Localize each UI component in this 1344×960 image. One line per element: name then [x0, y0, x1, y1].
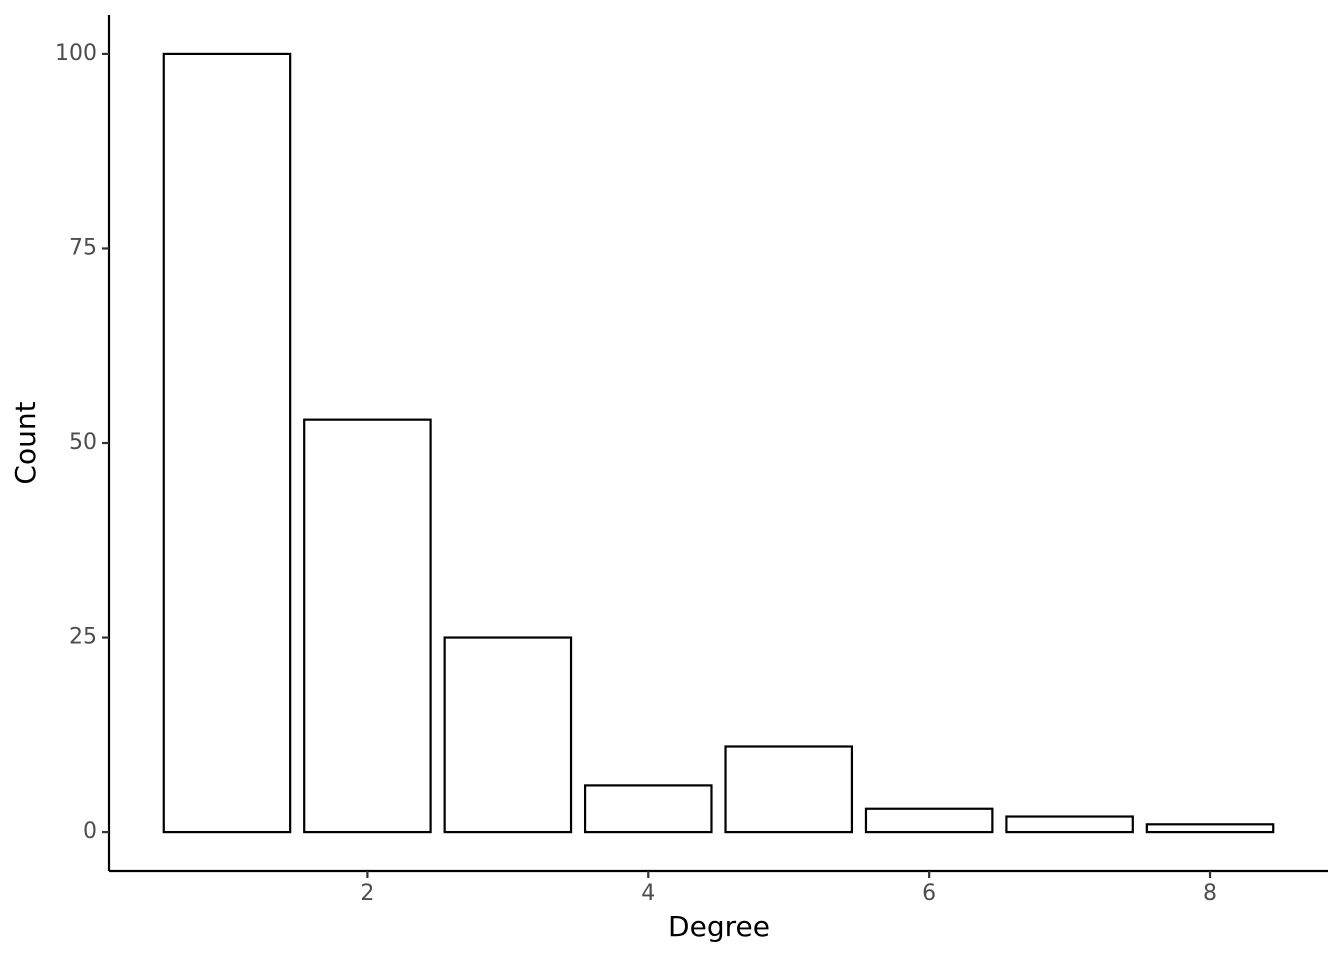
y-tick-label: 50 — [69, 430, 97, 455]
bar — [864, 807, 994, 834]
y-tick-label: 75 — [69, 235, 97, 260]
y-tick-label: 0 — [83, 819, 97, 844]
x-tick-label: 4 — [641, 881, 655, 906]
x-tick-label: 2 — [360, 881, 374, 906]
x-axis-title: Degree — [668, 910, 770, 943]
bar — [303, 418, 432, 834]
y-tick-label: 100 — [55, 41, 97, 66]
y-axis-title: Count — [9, 401, 42, 484]
bar — [443, 636, 573, 834]
bar — [583, 784, 713, 834]
bar — [162, 52, 292, 834]
y-tick-label: 25 — [69, 625, 97, 650]
x-tick-label: 8 — [1203, 881, 1217, 906]
bar — [1145, 823, 1275, 834]
bar — [1005, 815, 1134, 834]
bar — [724, 745, 854, 834]
x-tick-label: 6 — [922, 881, 936, 906]
